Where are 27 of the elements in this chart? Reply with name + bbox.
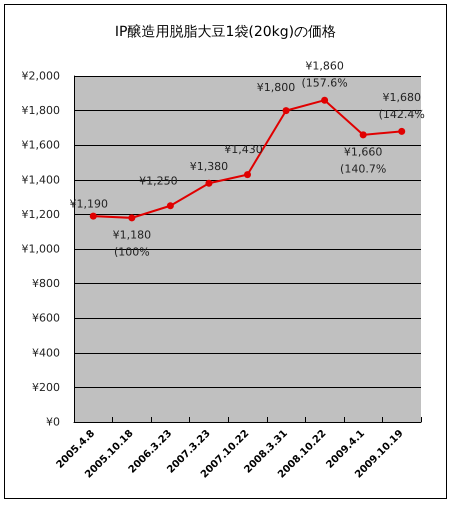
point xyxy=(321,96,328,104)
y-tick-label: ¥1,200 xyxy=(22,208,60,221)
y-tick-label: ¥600 xyxy=(32,312,60,325)
point xyxy=(205,180,212,187)
y-tick-label: ¥1,600 xyxy=(22,138,60,152)
data-label: ¥1,800 xyxy=(256,81,296,94)
y-tick-label: ¥1,800 xyxy=(22,104,60,118)
y-tick-label: ¥400 xyxy=(32,346,60,360)
point xyxy=(398,128,406,135)
point xyxy=(128,214,136,222)
y-tick-label: ¥2,000 xyxy=(22,70,60,82)
point xyxy=(244,171,251,178)
y-tick-label: ¥1,400 xyxy=(22,173,60,186)
point xyxy=(90,212,97,220)
point xyxy=(166,202,174,210)
data-label: ¥1,660 (140.7% xyxy=(340,145,386,176)
point xyxy=(282,107,290,114)
data-label: ¥1,860 (157.6% xyxy=(301,60,348,90)
y-tick-label: ¥800 xyxy=(32,277,60,290)
chart-title: IP醸造用脱脂大豆1袋(20kg)の価格 xyxy=(114,24,336,40)
data-label: ¥1,380 xyxy=(190,160,228,173)
data-label: ¥1,680 (142.4% xyxy=(378,90,425,121)
data-label: ¥1,430 xyxy=(224,143,263,156)
y-tick-label: ¥0 xyxy=(46,416,60,428)
y-tick-label: ¥200 xyxy=(32,380,60,394)
point xyxy=(360,131,367,138)
y-tick-label: ¥1,000 xyxy=(22,242,60,256)
